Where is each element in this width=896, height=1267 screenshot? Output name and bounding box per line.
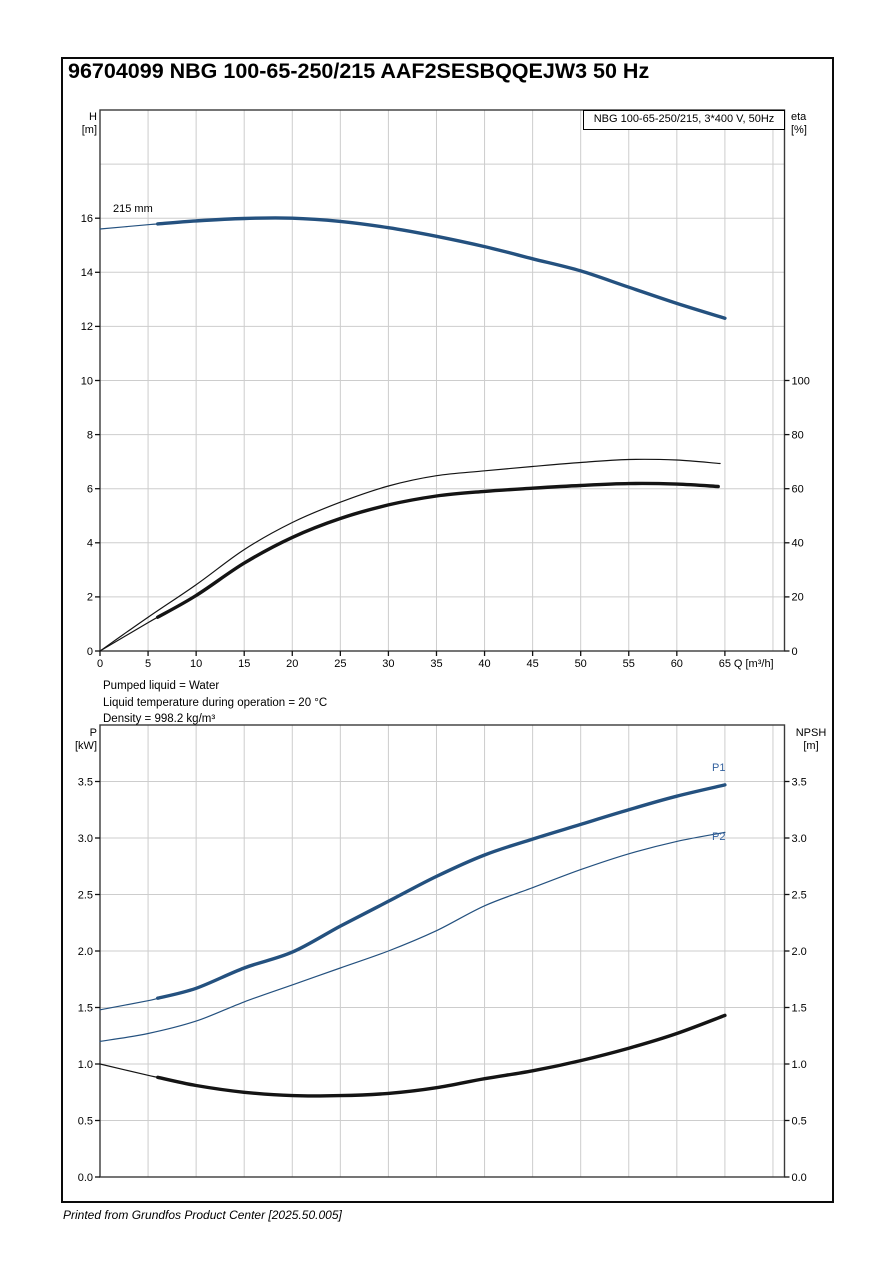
svg-text:35: 35 [430, 658, 442, 670]
svg-text:3.0: 3.0 [792, 833, 807, 845]
p1-power-curve [156, 783, 727, 1000]
head-efficiency-chart: 0 2 4 6 8 10 12 14 16 0 20 40 60 80 100 0 5 10 15 20 25 30 35 4… [81, 109, 810, 670]
svg-text:0.5: 0.5 [792, 1115, 807, 1127]
npsh-curve-lead [99, 1063, 159, 1078]
svg-text:5: 5 [145, 658, 151, 670]
svg-text:0: 0 [87, 646, 93, 658]
svg-text:25: 25 [334, 658, 346, 670]
svg-text:2.5: 2.5 [78, 889, 93, 901]
impeller-diameter-label: 215 mm [113, 203, 153, 215]
efficiency-curve-duty-lead [99, 616, 159, 652]
svg-text:10: 10 [81, 375, 93, 387]
svg-text:1.5: 1.5 [78, 1002, 93, 1014]
svg-text:10: 10 [190, 658, 202, 670]
svg-text:55: 55 [623, 658, 635, 670]
p1-curve-label: P1 [712, 762, 726, 774]
info-line-liquid: Pumped liquid = Water [103, 680, 220, 692]
svg-text:3.5: 3.5 [78, 776, 93, 788]
svg-text:2.5: 2.5 [792, 889, 807, 901]
footer-print-note: Printed from Grundfos Product Center [20… [63, 1208, 342, 1222]
svg-text:0.5: 0.5 [78, 1115, 93, 1127]
svg-text:8: 8 [87, 429, 93, 441]
h-axis-unit-label: H [m] [81, 111, 97, 136]
svg-text:20: 20 [792, 592, 804, 604]
gridlines [100, 110, 785, 651]
svg-text:60: 60 [671, 658, 683, 670]
svg-text:1.5: 1.5 [792, 1002, 807, 1014]
svg-text:16: 16 [81, 213, 93, 225]
svg-text:1.0: 1.0 [792, 1059, 807, 1071]
svg-text:60: 60 [792, 484, 804, 496]
p2-power-curve [99, 831, 726, 1042]
power-npsh-chart: 0.0 0.5 1.0 1.5 2.0 2.5 3.0 3.5 0.0 0.5 1.0 1.5 2.0 2… [78, 724, 807, 1184]
svg-text:14: 14 [81, 267, 93, 279]
svg-text:2: 2 [87, 592, 93, 604]
efficiency-curve-max [99, 458, 721, 652]
info-line-temperature: Liquid temperature during operation = 20… [103, 696, 328, 709]
svg-text:6: 6 [87, 484, 93, 496]
svg-text:45: 45 [526, 658, 538, 670]
page-border [61, 57, 834, 1203]
svg-text:Q [m³/h]: Q [m³/h] [734, 658, 774, 670]
svg-text:3.5: 3.5 [792, 776, 807, 788]
legend-box: NBG 100-65-250/215, 3*400 V, 50Hz [583, 110, 785, 130]
svg-text:40: 40 [792, 538, 804, 550]
svg-text:80: 80 [792, 429, 804, 441]
svg-text:20: 20 [286, 658, 298, 670]
svg-text:0.0: 0.0 [78, 1172, 93, 1184]
svg-text:2.0: 2.0 [792, 946, 807, 958]
axis-tick-labels: 0.0 0.5 1.0 1.5 2.0 2.5 3.0 3.5 0.0 0.5 1.0 1.5 2.0 2… [78, 776, 807, 1184]
efficiency-curve-duty [156, 481, 720, 619]
p1-power-curve-lead [99, 997, 159, 1011]
axis-ticks [95, 217, 790, 656]
svg-text:0.0: 0.0 [792, 1172, 807, 1184]
info-line-density: Density = 998.2 kg/m³ [103, 713, 216, 725]
svg-text:30: 30 [382, 658, 394, 670]
svg-text:0: 0 [97, 658, 103, 670]
svg-text:3.0: 3.0 [78, 833, 93, 845]
pumped-liquid-info: Pumped liquid = Water Liquid temperature… [103, 678, 327, 728]
head-curve-215mm [156, 216, 727, 320]
svg-text:2.0: 2.0 [78, 946, 93, 958]
svg-text:0: 0 [792, 646, 798, 658]
npsh-axis-unit-label: NPSH [m] [795, 727, 827, 752]
page-title: 96704099 NBG 100-65-250/215 AAF2SESBQQEJ… [68, 59, 650, 83]
svg-text:12: 12 [81, 321, 93, 333]
gridlines [100, 725, 785, 1177]
npsh-curve [156, 1013, 727, 1098]
svg-text:65: 65 [719, 658, 731, 670]
svg-text:1.0: 1.0 [78, 1059, 93, 1071]
p-axis-unit-label: P [kW] [75, 727, 97, 752]
p2-curve-label: P2 [712, 831, 726, 843]
eta-axis-unit-label: eta [%] [791, 111, 807, 136]
axis-tick-labels: 0 2 4 6 8 10 12 14 16 0 20 40 60 80 100 0 5 10 15 20 25 30 35 4… [81, 213, 810, 670]
head-curve-215mm-lead [99, 223, 159, 230]
axis-ticks [95, 780, 790, 1178]
svg-text:40: 40 [478, 658, 490, 670]
svg-text:100: 100 [792, 375, 810, 387]
svg-text:50: 50 [575, 658, 587, 670]
svg-text:15: 15 [238, 658, 250, 670]
svg-text:4: 4 [87, 538, 93, 550]
